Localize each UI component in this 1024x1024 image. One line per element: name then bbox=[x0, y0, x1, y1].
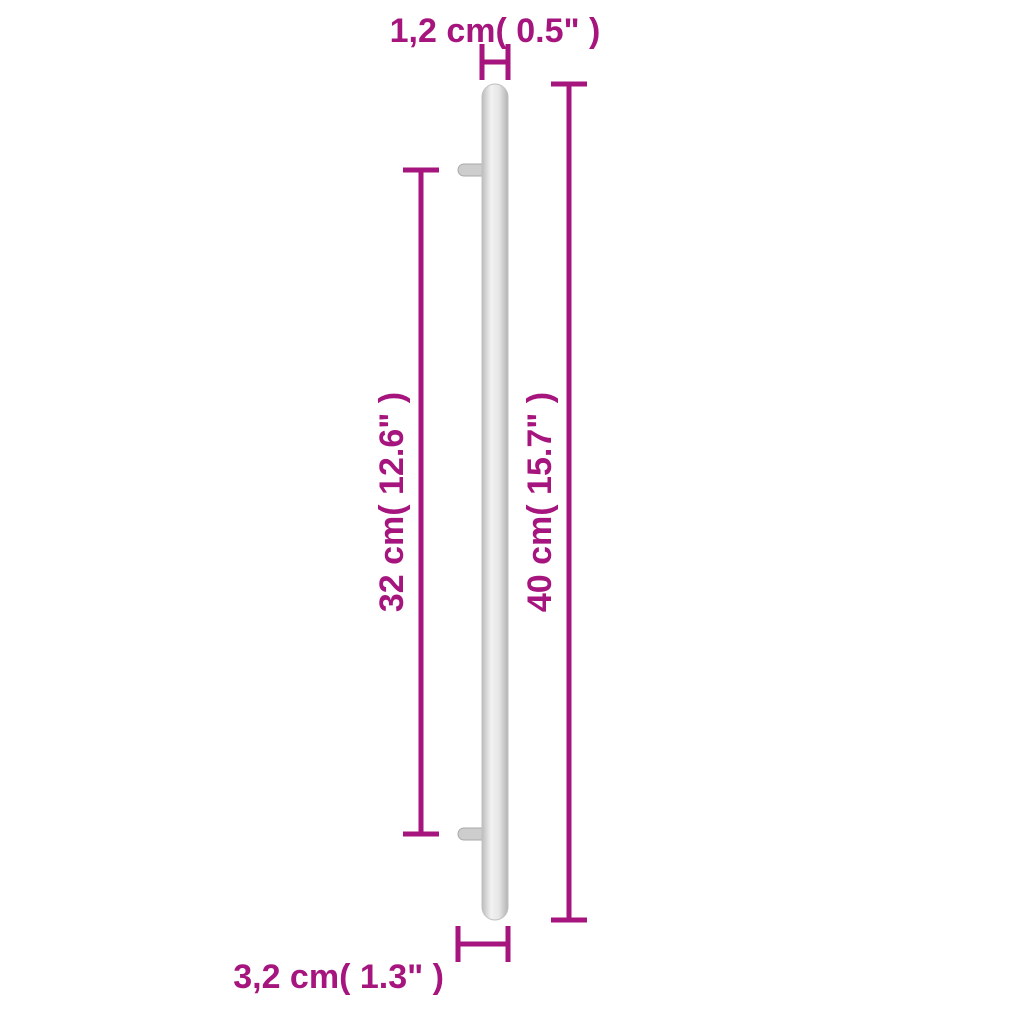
label-depth: 3,2 cm( 1.3" ) bbox=[233, 958, 444, 996]
label-bar-diameter: 1,2 cm( 0.5" ) bbox=[390, 12, 601, 50]
label-inner-height: 32 cm( 12.6" ) bbox=[373, 392, 411, 612]
handle-bar bbox=[482, 84, 508, 920]
label-total-height: 40 cm( 15.7" ) bbox=[521, 392, 559, 612]
